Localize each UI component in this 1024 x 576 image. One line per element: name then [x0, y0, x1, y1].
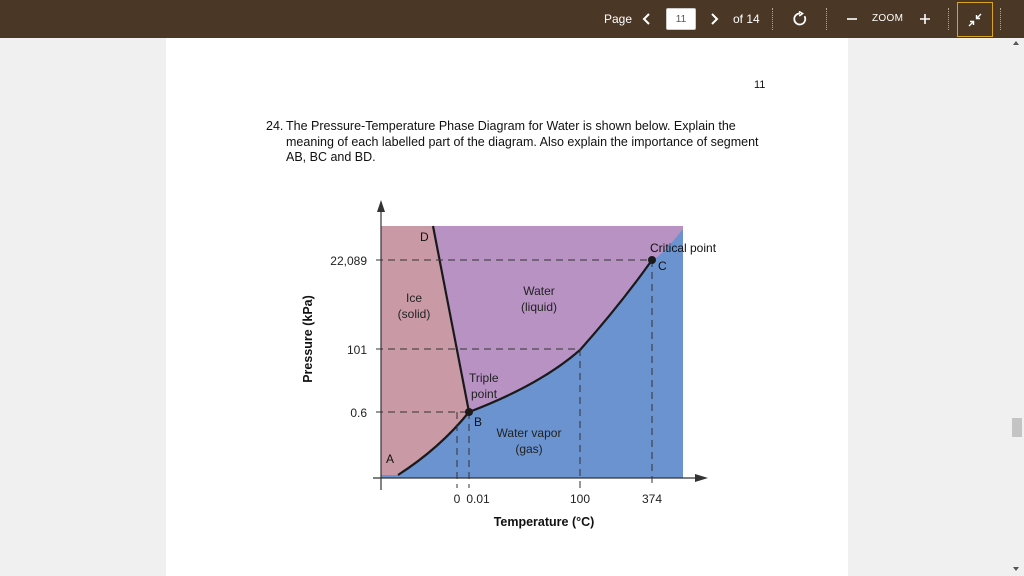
toolbar-divider — [772, 8, 773, 30]
triple-point-marker — [465, 408, 473, 416]
page-number-input[interactable] — [666, 8, 696, 30]
triple-point-label: Triple — [469, 371, 499, 385]
point-d-label: D — [420, 230, 429, 244]
x-axis-arrow — [695, 474, 708, 482]
exit-fullscreen-button[interactable] — [957, 2, 993, 37]
segment-ab — [397, 411, 470, 476]
zoom-out-button[interactable] — [842, 8, 862, 30]
plus-icon — [920, 14, 930, 24]
toolbar-divider — [826, 8, 827, 30]
minus-icon — [847, 18, 857, 20]
total-pages: of 14 — [733, 12, 760, 26]
solid-region-label: (solid) — [398, 307, 431, 321]
page-number: 11 — [754, 79, 766, 91]
scroll-up-arrow-icon[interactable] — [1013, 41, 1019, 45]
rotate-icon — [793, 11, 807, 26]
point-a-label: A — [386, 452, 394, 466]
phase-diagram: 22,089 101 0.6 0 0.01 100 374 Temperatur… — [301, 200, 717, 529]
x-axis-title: Temperature (°C) — [494, 515, 595, 529]
solid-region — [381, 226, 469, 475]
segment-bd — [431, 225, 471, 413]
y-tick-label: 22,089 — [330, 254, 367, 268]
question-number: 24. — [266, 119, 284, 133]
scroll-down-arrow-icon[interactable] — [1013, 567, 1019, 571]
rotate-button[interactable] — [790, 8, 810, 30]
gas-region-label: (gas) — [515, 442, 542, 456]
chevron-right-icon — [711, 13, 719, 25]
collapse-icon — [968, 13, 982, 26]
next-page-button[interactable] — [704, 8, 724, 30]
page-label: Page — [604, 12, 633, 26]
critical-point-label: Critical point — [650, 241, 717, 255]
x-tick-label: 0.01 — [466, 492, 490, 506]
y-tick-label: 101 — [347, 343, 367, 357]
scrollbar-thumb[interactable] — [1012, 418, 1022, 437]
solid-region-label: Ice — [406, 291, 422, 305]
zoom-label: ZOOM — [872, 13, 904, 24]
prev-page-button[interactable] — [637, 8, 657, 30]
question-text: The Pressure-Temperature Phase Diagram f… — [286, 119, 759, 164]
liquid-region — [433, 226, 683, 412]
chevron-left-icon — [642, 13, 650, 25]
triple-point-label: point — [471, 387, 498, 401]
x-tick-label: 374 — [642, 492, 662, 506]
y-axis-title: Pressure (kPa) — [301, 295, 315, 383]
point-c-label: C — [658, 259, 667, 273]
x-tick-label: 0 — [454, 492, 461, 506]
gas-region-label: Water vapor — [497, 426, 562, 440]
pdf-toolbar: Page of 14 ZOOM — [0, 0, 1024, 38]
toolbar-divider — [1000, 8, 1001, 30]
critical-point-marker — [648, 256, 656, 264]
toolbar-divider — [948, 8, 949, 30]
liquid-region-label: (liquid) — [521, 300, 557, 314]
y-axis-arrow — [377, 200, 385, 212]
vertical-scrollbar[interactable] — [1010, 38, 1024, 576]
x-tick-label: 100 — [570, 492, 590, 506]
liquid-region-label: Water — [523, 284, 555, 298]
y-tick-label: 0.6 — [350, 406, 367, 420]
zoom-in-button[interactable] — [915, 8, 935, 30]
point-b-label: B — [474, 415, 482, 429]
document-page: 11 24. The Pressure-Temperature Phase Di… — [166, 38, 848, 576]
